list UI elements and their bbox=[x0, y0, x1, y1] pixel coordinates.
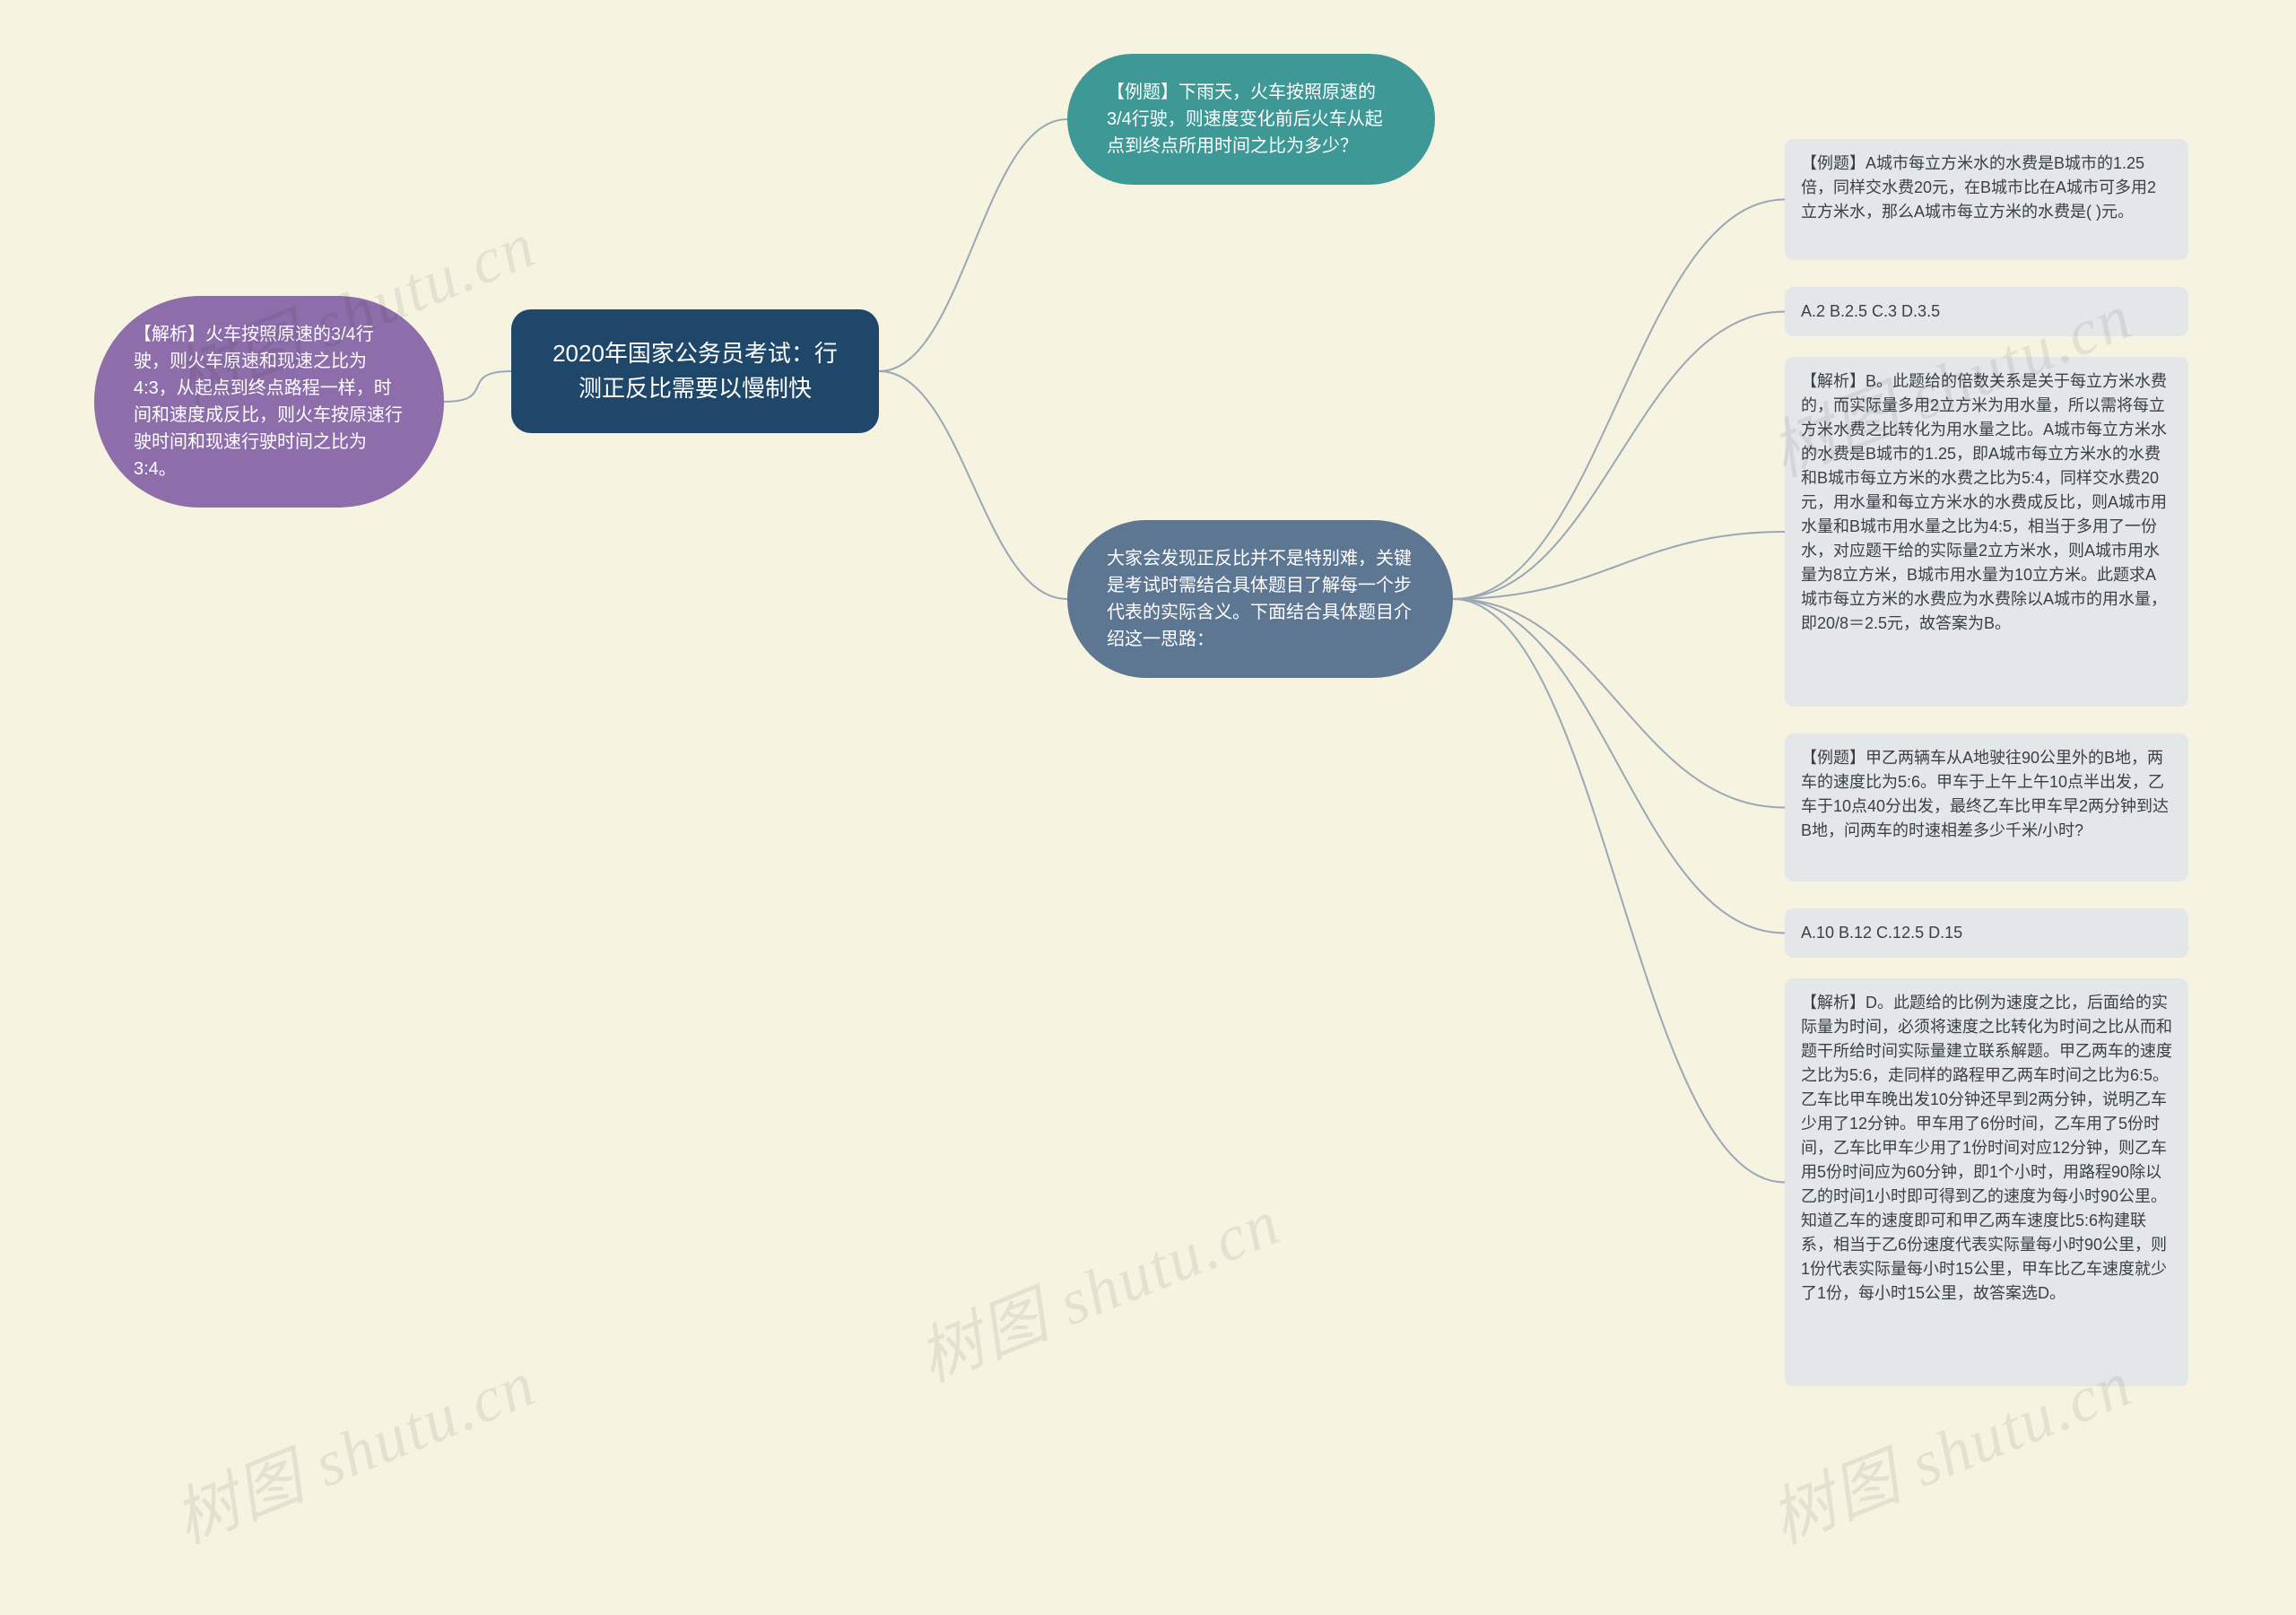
watermark: 树图 shutu.cn bbox=[158, 1331, 547, 1561]
edge-center-top_teal bbox=[879, 119, 1067, 371]
edge-bottom_slate-leaf6 bbox=[1453, 599, 1785, 1183]
edge-center-bottom_slate bbox=[879, 371, 1067, 599]
edge-bottom_slate-leaf3 bbox=[1453, 532, 1785, 599]
node-leaf1[interactable]: 【例题】A城市每立方米水的水费是B城市的1.25倍，同样交水费20元，在B城市比… bbox=[1785, 139, 2188, 260]
edge-bottom_slate-leaf5 bbox=[1453, 599, 1785, 933]
edge-bottom_slate-leaf2 bbox=[1453, 312, 1785, 600]
node-top_teal[interactable]: 【例题】下雨天，火车按照原速的3/4行驶，则速度变化前后火车从起点到终点所用时间… bbox=[1067, 54, 1435, 185]
edge-bottom_slate-leaf4 bbox=[1453, 599, 1785, 808]
node-leaf2[interactable]: A.2 B.2.5 C.3 D.3.5 bbox=[1785, 287, 2188, 336]
node-center[interactable]: 2020年国家公务员考试：行测正反比需要以慢制快 bbox=[511, 309, 879, 433]
node-leaf6[interactable]: 【解析】D。此题给的比例为速度之比，后面给的实际量为时间，必须将速度之比转化为时… bbox=[1785, 978, 2188, 1386]
mindmap-canvas: 2020年国家公务员考试：行测正反比需要以慢制快【解析】火车按照原速的3/4行驶… bbox=[0, 0, 2296, 1615]
node-leaf5[interactable]: A.10 B.12 C.12.5 D.15 bbox=[1785, 908, 2188, 958]
node-leaf4[interactable]: 【例题】甲乙两辆车从A地驶往90公里外的B地，两车的速度比为5:6。甲车于上午上… bbox=[1785, 734, 2188, 881]
watermark: 树图 shutu.cn bbox=[902, 1169, 1292, 1400]
node-left_purple[interactable]: 【解析】火车按照原速的3/4行驶，则火车原速和现速之比为4:3，从起点到终点路程… bbox=[94, 296, 444, 508]
edge-bottom_slate-leaf1 bbox=[1453, 200, 1785, 600]
node-bottom_slate[interactable]: 大家会发现正反比并不是特别难，关键是考试时需结合具体题目了解每一个步代表的实际含… bbox=[1067, 520, 1453, 678]
node-leaf3[interactable]: 【解析】B。此题给的倍数关系是关于每立方米水费的，而实际量多用2立方米为用水量，… bbox=[1785, 357, 2188, 707]
edge-left_purple-center bbox=[444, 371, 511, 402]
